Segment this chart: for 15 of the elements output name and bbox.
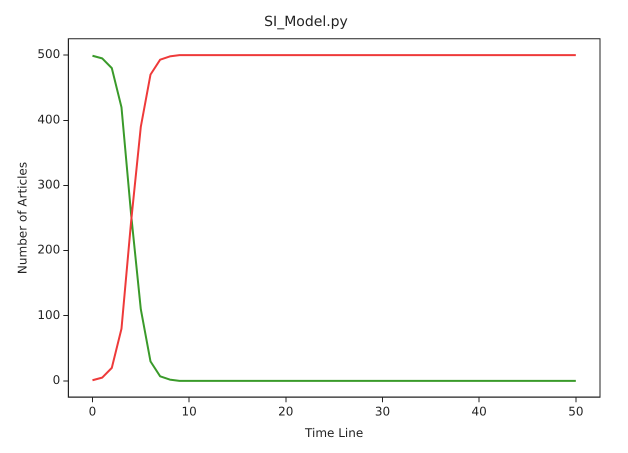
x-tick-label: 20: [278, 404, 294, 419]
y-tick-label: 0: [52, 373, 60, 388]
x-tick-label: 40: [472, 404, 487, 419]
y-tick-label: 200: [37, 242, 60, 257]
y-axis-title: Number of Articles: [15, 162, 30, 274]
x-tick-label: 10: [182, 404, 197, 419]
y-tick-label: 300: [37, 178, 60, 192]
x-tick-label: 50: [568, 404, 584, 419]
y-tick-label: 500: [37, 47, 60, 62]
y-tick-label: 400: [37, 112, 60, 126]
x-axis-title: Time Line: [304, 426, 364, 440]
y-tick-label: 100: [37, 308, 60, 322]
chart-title: SI_Model.py: [264, 14, 348, 30]
x-tick-label: 30: [374, 404, 390, 419]
x-tick-label: 0: [88, 404, 96, 419]
